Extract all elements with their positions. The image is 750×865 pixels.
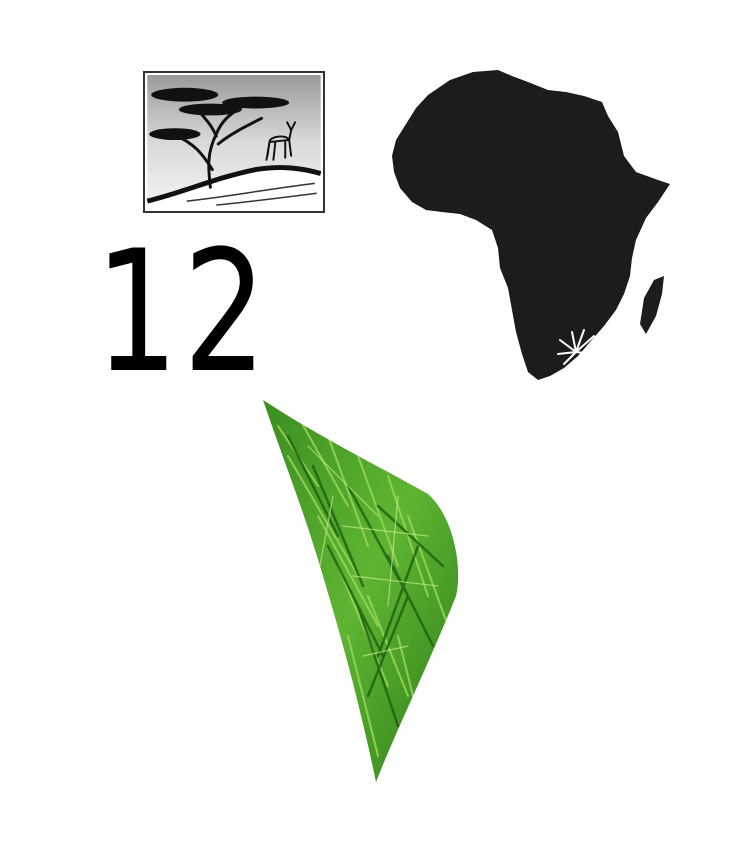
sunburst-marker-icon — [557, 329, 595, 365]
savanna-picture-icon — [143, 71, 325, 213]
number-label: 12 — [95, 214, 272, 410]
savanna-tree-antelope-icon — [147, 75, 321, 209]
africa-map-icon — [392, 70, 670, 380]
grass-texture-shape — [263, 400, 459, 782]
africa-mainland-icon — [392, 70, 670, 380]
madagascar-icon — [640, 276, 664, 334]
